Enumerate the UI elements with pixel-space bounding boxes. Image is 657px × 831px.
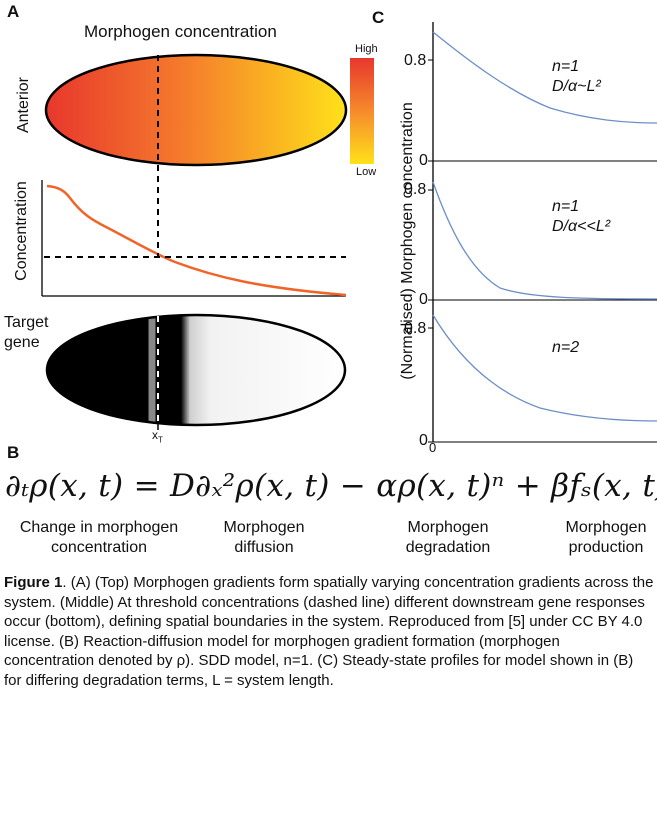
term-production: Morphogen production xyxy=(565,519,647,556)
target-gene-embryo-fill xyxy=(47,315,345,425)
subplot-3-curve xyxy=(432,314,657,422)
tick-0-subplot-1: 0 xyxy=(419,152,428,169)
tick-0.8-subplot-3: 0.8 xyxy=(404,320,427,337)
embryo-morphogen-gradient xyxy=(44,53,348,167)
tick-0-subplot-2: 0 xyxy=(419,291,428,308)
caption-text: . (A) (Top) Morphogen gradients form spa… xyxy=(4,574,654,689)
threshold-xt-label: xT xyxy=(152,428,163,445)
concentration-curve xyxy=(46,184,347,297)
reaction-diffusion-equation: ∂ₜρ(x, t) = D∂ₓ²ρ(x, t) − αρ(x, t)ⁿ + βf… xyxy=(5,468,657,504)
subplot-3-annotation: n=2 xyxy=(552,339,580,356)
tick-0.8-subplot-2: 0.8 xyxy=(404,181,427,198)
tick-0.8-subplot-1: 0.8 xyxy=(404,52,427,69)
scale-low-label: Low xyxy=(356,166,377,178)
tick-0-subplot-3: 0 xyxy=(419,432,428,449)
panel-a-title: Morphogen concentration xyxy=(84,22,277,41)
subplot-1-curve xyxy=(432,31,657,124)
subplot-2-annotation: n=1 D/α<<L² xyxy=(552,198,611,235)
panel-c-letter: C xyxy=(372,8,385,27)
term-change-in-concentration: Change in morphogen concentration xyxy=(19,519,179,556)
color-scale-bar xyxy=(350,58,374,164)
panel-b-letter: B xyxy=(7,443,20,462)
subplot-2-curve xyxy=(432,181,657,300)
x-tick-0: 0 xyxy=(429,440,437,455)
target-gene-label: Target gene xyxy=(4,314,49,351)
subplot-1-annotation: n=1 D/α~L² xyxy=(552,58,601,95)
scale-high-label: High xyxy=(355,43,378,55)
term-diffusion: Morphogen diffusion xyxy=(223,519,305,556)
figure-caption: Figure 1. (A) (Top) Morphogen gradients … xyxy=(4,573,654,690)
figure-label: Figure 1 xyxy=(4,574,63,591)
panel-a-letter: A xyxy=(7,2,20,21)
target-gene-embryo xyxy=(45,313,347,427)
term-degradation: Morphogen degradation xyxy=(405,519,491,556)
panel-a-figure xyxy=(41,53,374,430)
panel-c-figure xyxy=(428,22,657,443)
